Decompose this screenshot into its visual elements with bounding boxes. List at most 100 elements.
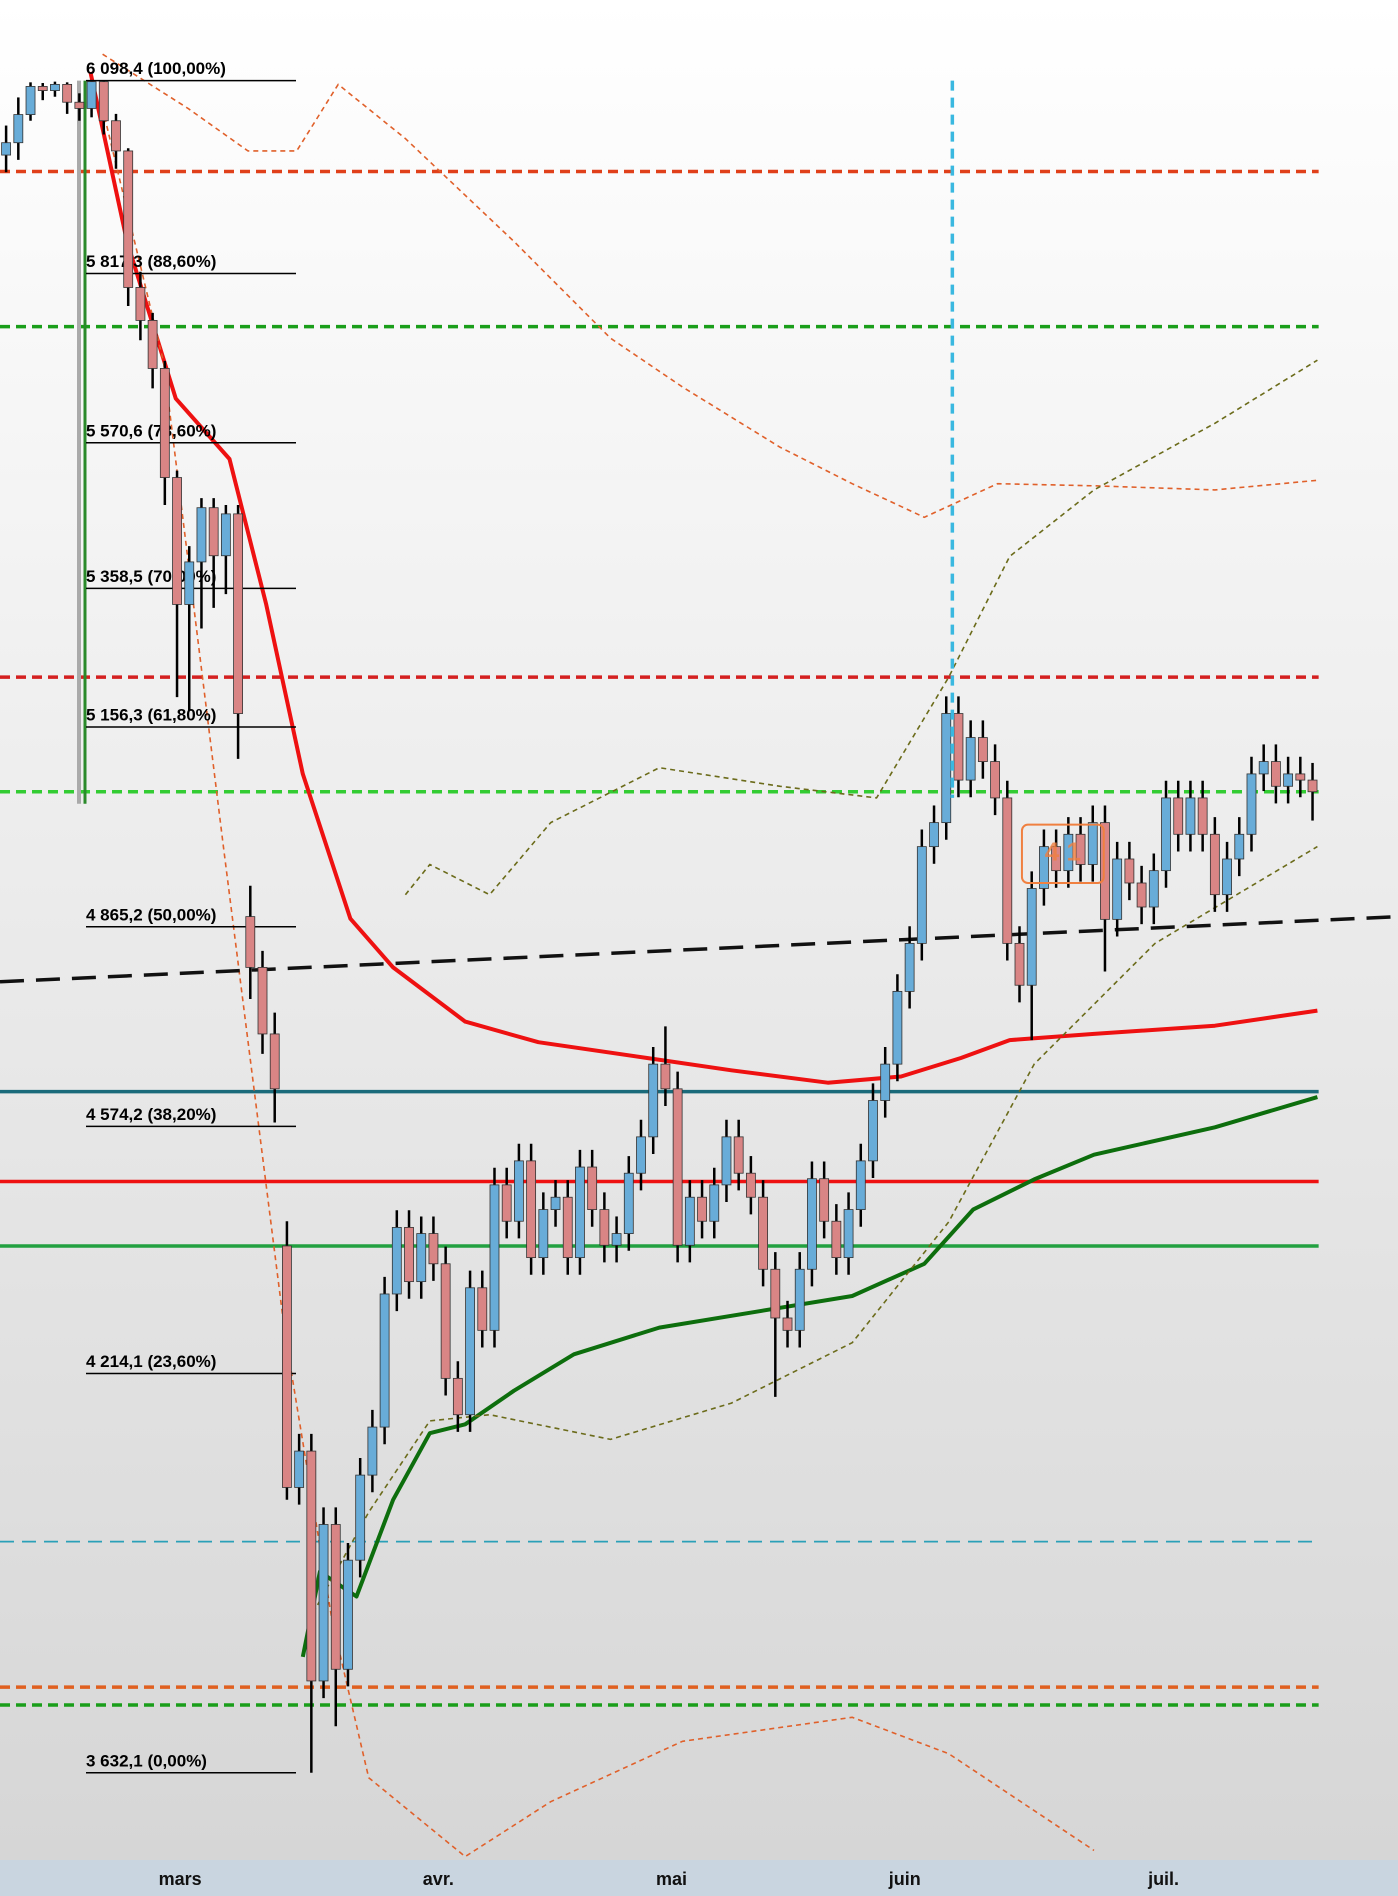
annotation-box [1020, 823, 1105, 885]
x-tick-label: juil. [1147, 1869, 1179, 1889]
candle-body [282, 1245, 292, 1488]
candle-body [782, 1317, 793, 1331]
candle-body [1051, 846, 1062, 872]
candle-body [550, 1196, 561, 1210]
candle-body [1222, 858, 1232, 896]
band-line [102, 53, 1318, 519]
candle-body [1002, 797, 1013, 944]
fib-label: 4 574,2 (38,20%) [86, 1105, 216, 1124]
candle-body [1246, 773, 1257, 835]
candle-body [1136, 882, 1147, 908]
band-line [308, 845, 1318, 1621]
candle-body [257, 966, 268, 1035]
candle-body [489, 1184, 500, 1331]
candle-body [1161, 797, 1171, 872]
annotation-text: 4 1 [1045, 837, 1081, 867]
fibonacci: 6 098,4 (100,00%) 5 817,3 (88,60%) 5 570,6… [77, 59, 296, 1774]
candle-body [233, 513, 243, 714]
candle-body [269, 1033, 280, 1090]
band-line [404, 359, 1318, 896]
candle-body [367, 1426, 378, 1476]
candle-body [965, 737, 976, 781]
indicator-lines [0, 53, 1398, 1858]
candle-body [306, 1450, 317, 1682]
candle-body [220, 513, 231, 557]
candle-body [416, 1233, 427, 1283]
candle-body [343, 1559, 353, 1670]
candle-body [648, 1063, 659, 1138]
candle-body [1185, 797, 1196, 835]
candle-body [538, 1209, 549, 1259]
trendline [0, 914, 1398, 984]
candle-body [355, 1474, 366, 1561]
candle-body [880, 1063, 891, 1101]
band-line [101, 108, 1095, 1858]
candle-body [1039, 846, 1049, 889]
candle-body [1075, 833, 1086, 865]
levels [0, 169, 1319, 1707]
candle-body [1173, 797, 1184, 835]
candle-body [745, 1172, 756, 1198]
x-tick-label: avr. [423, 1869, 454, 1889]
candle-body [562, 1196, 573, 1259]
candle-body [13, 114, 24, 144]
candle-body [135, 287, 146, 321]
candle-body [709, 1184, 720, 1222]
candle-body [1014, 942, 1025, 986]
fib-label: 5 358,5 (70,00%) [86, 567, 216, 586]
candle-body [98, 81, 109, 122]
candle-body [611, 1233, 622, 1246]
candle-body [831, 1220, 842, 1259]
candle-body [1209, 833, 1220, 896]
candle-body [819, 1178, 830, 1222]
candle-body [111, 120, 121, 152]
candle-body [892, 991, 903, 1065]
overlays: mars avr. mai juin juil. 4 1 [159, 80, 1179, 1889]
candle-body [1234, 833, 1245, 860]
candle-body [697, 1196, 707, 1222]
candle-body [37, 86, 48, 91]
candle-body [599, 1209, 610, 1246]
fib-label: 5 156,3 (61,80%) [86, 706, 216, 725]
candle-body [196, 507, 207, 563]
x-axis-bar [0, 1860, 1398, 1896]
candle-body [868, 1100, 878, 1162]
candle-body [208, 507, 219, 557]
candle-body [318, 1524, 329, 1682]
moving-average [88, 71, 1318, 1085]
candle-body [990, 761, 1000, 799]
candle-body [86, 81, 97, 109]
candle-body [514, 1160, 524, 1222]
candle-body [1026, 888, 1037, 986]
candle-body [452, 1377, 463, 1416]
candle-body [123, 150, 134, 288]
candle-body [672, 1088, 683, 1246]
fib-label: 6 098,4 (100,00%) [86, 59, 226, 78]
x-tick-label: mars [159, 1869, 202, 1889]
candle-body [379, 1293, 390, 1428]
candle-body [794, 1268, 805, 1331]
fib-label: 4 214,1 (23,60%) [86, 1352, 216, 1371]
candle-body [159, 368, 170, 478]
candle-body [855, 1160, 866, 1210]
candle-body [50, 83, 60, 91]
candle-body [501, 1184, 512, 1222]
candles [1, 80, 1318, 1773]
candle-body [147, 320, 158, 369]
candle-body [172, 477, 182, 605]
candle-body [25, 86, 36, 115]
candle-body [916, 846, 927, 944]
candle-body [465, 1287, 475, 1416]
candle-body [904, 942, 915, 992]
candle-body [440, 1263, 451, 1379]
candle-body [684, 1196, 695, 1246]
candle-body [843, 1209, 854, 1259]
candle-body [330, 1524, 341, 1670]
candle-body [1295, 773, 1306, 781]
candle-body [636, 1136, 646, 1174]
candle-body [294, 1450, 305, 1488]
fib-label: 5 817,3 (88,60%) [86, 252, 216, 271]
candle-body [404, 1227, 414, 1283]
